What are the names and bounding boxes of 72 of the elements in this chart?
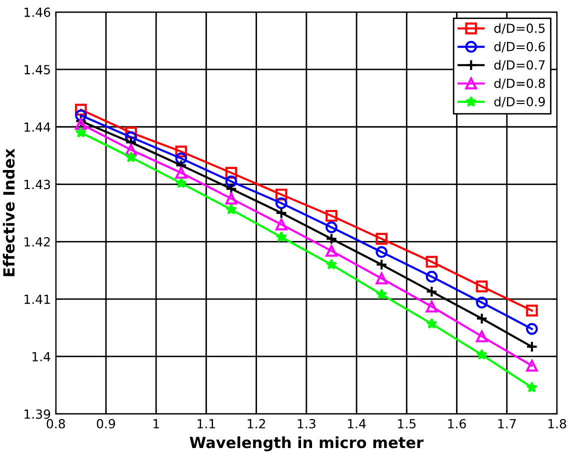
- point: [426, 256, 438, 268]
- point: [275, 218, 288, 230]
- legend-label: d/D=0.8: [494, 78, 545, 90]
- point: [275, 207, 288, 219]
- point: [225, 192, 238, 205]
- point: [276, 231, 288, 242]
- point: [526, 340, 538, 353]
- point: [225, 176, 238, 188]
- point: [426, 286, 438, 298]
- x-tick-label: 1.1: [198, 419, 215, 428]
- point: [476, 296, 488, 308]
- x-tick-label: 1.6: [448, 418, 466, 428]
- y-tick-label: 1.39: [24, 409, 50, 419]
- x-tick-label: 1.7: [498, 419, 516, 428]
- x-axis-title: Wavelength in micro meter: [190, 436, 424, 452]
- point: [125, 144, 137, 156]
- point: [526, 382, 538, 392]
- point: [125, 126, 137, 139]
- y-tick-label: 1.43: [24, 180, 50, 190]
- x-tick-label: 1.5: [398, 419, 416, 428]
- point: [326, 258, 338, 270]
- point: [476, 312, 488, 325]
- point: [526, 323, 538, 335]
- point: [326, 221, 338, 234]
- x-tick-label: 0.8: [46, 418, 65, 428]
- point: [526, 360, 538, 372]
- y-tick-label: 1.41: [24, 294, 50, 304]
- point: [476, 330, 488, 342]
- point: [526, 304, 538, 316]
- x-tick-label: 1.3: [298, 418, 316, 428]
- point: [125, 151, 137, 162]
- x-tick-label: 0.9: [96, 418, 116, 428]
- point: [376, 246, 388, 258]
- point: [175, 166, 188, 179]
- y-tick-label: 1.46: [24, 8, 50, 17]
- legend-label: d/D=0.9: [494, 96, 545, 108]
- point: [376, 272, 388, 284]
- point: [225, 166, 238, 179]
- legend-label: d/D=0.7: [494, 60, 545, 71]
- point: [326, 210, 338, 222]
- x-tick-label: 1.8: [548, 418, 566, 428]
- point: [175, 177, 187, 188]
- point: [75, 118, 87, 130]
- point: [426, 300, 438, 312]
- point: [326, 232, 338, 245]
- y-tick-label: 1.44: [24, 122, 50, 132]
- point: [175, 146, 188, 158]
- point: [175, 152, 188, 164]
- legend-label: d/D=0.6: [494, 42, 545, 52]
- x-tick-label: 1: [153, 419, 159, 428]
- point: [376, 232, 388, 245]
- y-tick-label: 1.45: [24, 65, 50, 74]
- legend-label: d/D=0.5: [494, 23, 545, 34]
- point: [75, 115, 87, 128]
- y-tick-label: 1.4: [32, 352, 50, 362]
- point: [75, 109, 87, 122]
- point: [226, 204, 237, 215]
- point: [476, 348, 488, 360]
- point: [326, 244, 338, 257]
- point: [476, 280, 488, 292]
- point: [275, 197, 288, 210]
- point: [75, 104, 87, 116]
- y-tick-label: 1.42: [24, 237, 50, 246]
- point: [275, 188, 288, 201]
- point: [376, 258, 388, 271]
- point: [426, 318, 438, 329]
- point: [75, 126, 87, 138]
- y-axis-title: Effective Index: [2, 148, 15, 276]
- point: [376, 288, 388, 300]
- point: [426, 270, 438, 283]
- x-tick-label: 1.2: [248, 418, 266, 428]
- x-tick-label: 1.4: [348, 419, 366, 428]
